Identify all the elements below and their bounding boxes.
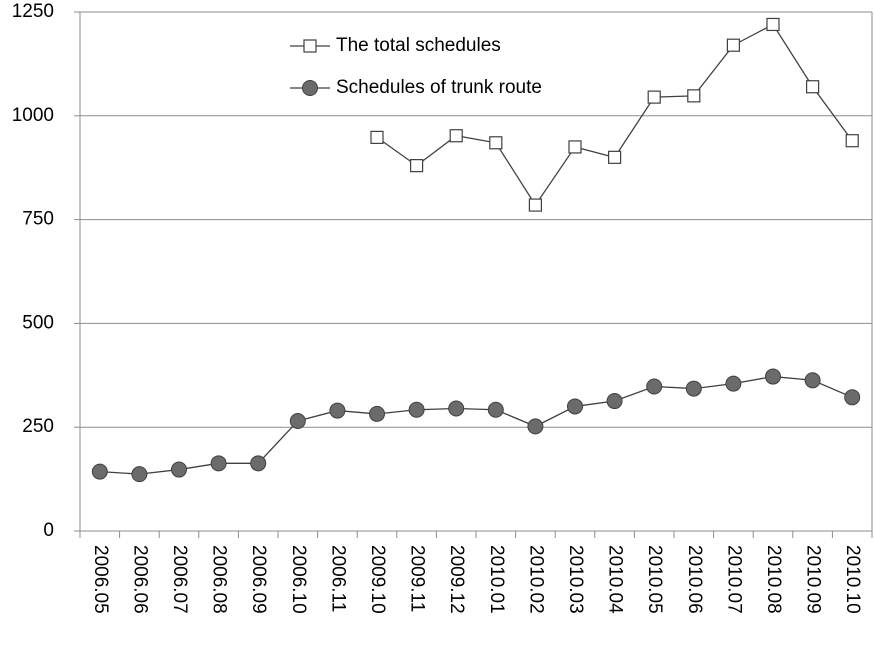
data-point [607,150,622,164]
data-point [289,412,306,429]
x-tick-label: 2006.05 [90,545,111,614]
x-tick-label: 2009.11 [407,545,428,612]
data-point [687,89,701,103]
x-tick-label: 2010.09 [803,545,824,614]
data-point [489,136,503,150]
x-tick-label: 2006.09 [248,545,269,614]
x-tick-label: 2010.08 [763,545,784,614]
data-point [369,405,385,422]
data-point [408,401,425,418]
data-point [91,463,108,480]
x-tick-label: 2009.10 [367,545,388,614]
y-tick-label: 1000 [12,105,54,126]
data-point [845,134,859,148]
data-point [448,400,465,417]
data-point [844,389,861,406]
data-point [805,80,820,94]
data-point [726,38,741,52]
x-tick-label: 2010.06 [684,545,705,614]
data-point [370,130,384,144]
x-tick-label: 2006.11 [327,545,348,612]
data-point [567,398,583,415]
legend-label: Schedules of trunk route [336,77,542,98]
legend-label: The total schedules [336,35,501,56]
data-point [329,402,346,419]
data-point [210,455,227,472]
data-point [568,140,582,154]
x-tick-label: 2006.08 [209,545,230,614]
x-tick-label: 2006.07 [169,545,190,614]
legend-marker [303,39,317,53]
data-point [804,372,821,389]
x-tick-label: 2006.10 [288,545,309,614]
y-tick-label: 0 [43,520,54,541]
data-point [527,418,544,435]
y-tick-label: 250 [22,416,54,437]
x-tick-label: 2010.10 [842,545,863,614]
data-point [765,368,781,385]
x-tick-label: 2010.07 [723,545,744,614]
data-point [449,129,463,143]
data-point [171,461,187,478]
data-point [131,466,148,483]
y-tick-label: 500 [22,312,54,333]
data-point [528,198,543,212]
y-tick-label: 750 [22,209,54,230]
x-tick-label: 2006.06 [129,545,150,614]
x-tick-label: 2010.05 [644,545,665,614]
x-tick-label: 2010.01 [486,545,507,614]
data-point [646,378,663,395]
data-point [606,393,623,410]
data-point [725,375,742,392]
x-tick-label: 2010.04 [605,545,626,614]
data-point [410,159,424,173]
data-point [685,380,702,397]
x-tick-label: 2010.02 [525,545,546,614]
y-tick-label: 1250 [12,1,54,22]
data-point [766,17,780,32]
data-point [647,90,661,104]
data-point [487,401,504,418]
x-tick-label: 2010.03 [565,545,586,614]
x-tick-label: 2009.12 [446,545,467,614]
legend-marker [302,80,318,96]
data-point [250,455,267,472]
